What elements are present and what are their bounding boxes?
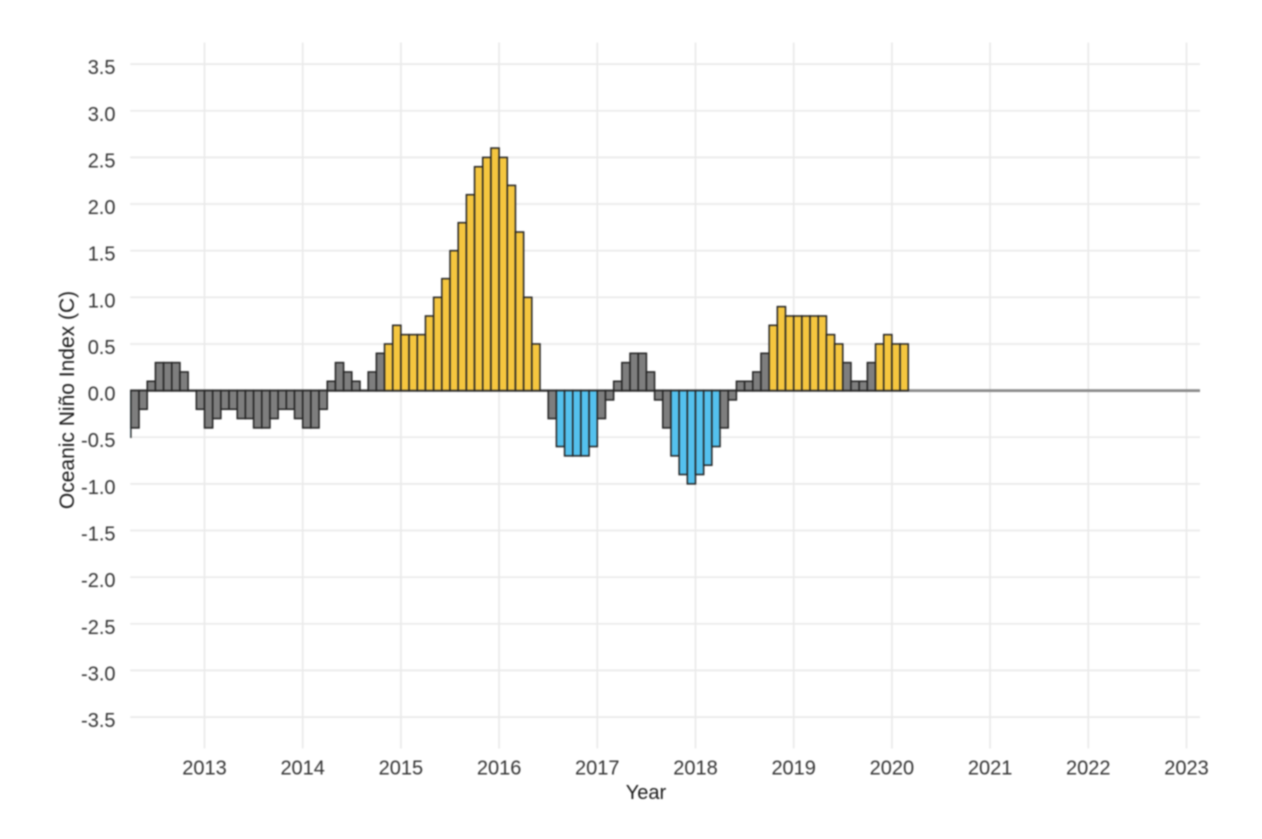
svg-text:Year: Year [626,782,667,804]
svg-text:-3.5: -3.5 [81,710,115,732]
svg-text:2019: 2019 [771,758,816,780]
svg-text:2016: 2016 [477,758,522,780]
svg-text:2013: 2013 [182,758,227,780]
svg-text:2017: 2017 [575,758,620,780]
svg-text:2015: 2015 [379,758,424,780]
svg-text:-3.0: -3.0 [81,663,115,685]
svg-text:3.5: 3.5 [88,57,116,79]
svg-text:2021: 2021 [968,758,1013,780]
svg-text:2.5: 2.5 [88,150,116,172]
svg-text:-0.5: -0.5 [81,430,115,452]
svg-text:0.0: 0.0 [88,384,116,406]
svg-text:3.0: 3.0 [88,104,116,126]
svg-text:-2.5: -2.5 [81,617,115,639]
svg-text:2020: 2020 [870,758,915,780]
svg-text:2023: 2023 [1164,758,1209,780]
svg-text:0.5: 0.5 [88,337,116,359]
svg-text:1.5: 1.5 [88,244,116,266]
svg-text:-2.0: -2.0 [81,570,115,592]
svg-text:2022: 2022 [1066,758,1111,780]
svg-text:2018: 2018 [673,758,718,780]
svg-text:-1.0: -1.0 [81,477,115,499]
svg-text:1.0: 1.0 [88,290,116,312]
svg-text:-1.5: -1.5 [81,524,115,546]
svg-text:Oceanic Niño Index (C): Oceanic Niño Index (C) [56,291,79,509]
svg-text:2.0: 2.0 [88,197,116,219]
svg-text:2014: 2014 [280,758,325,780]
